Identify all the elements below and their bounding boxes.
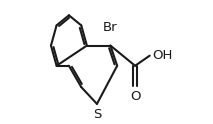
Text: O: O [130, 90, 140, 103]
Text: S: S [93, 108, 101, 121]
Text: OH: OH [153, 49, 173, 62]
Text: Br: Br [103, 21, 118, 34]
